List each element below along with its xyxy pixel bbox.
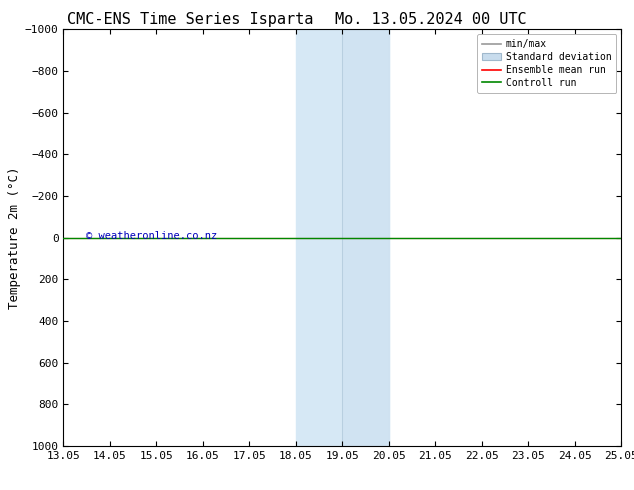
Y-axis label: Temperature 2m (°C): Temperature 2m (°C) — [8, 167, 21, 309]
Text: © weatheronline.co.nz: © weatheronline.co.nz — [86, 231, 217, 241]
Bar — [342, 29, 389, 446]
Legend: min/max, Standard deviation, Ensemble mean run, Controll run: min/max, Standard deviation, Ensemble me… — [477, 34, 616, 93]
Text: CMC-ENS Time Series Isparta: CMC-ENS Time Series Isparta — [67, 12, 313, 27]
Text: Mo. 13.05.2024 00 UTC: Mo. 13.05.2024 00 UTC — [335, 12, 527, 27]
Bar — [296, 29, 389, 446]
